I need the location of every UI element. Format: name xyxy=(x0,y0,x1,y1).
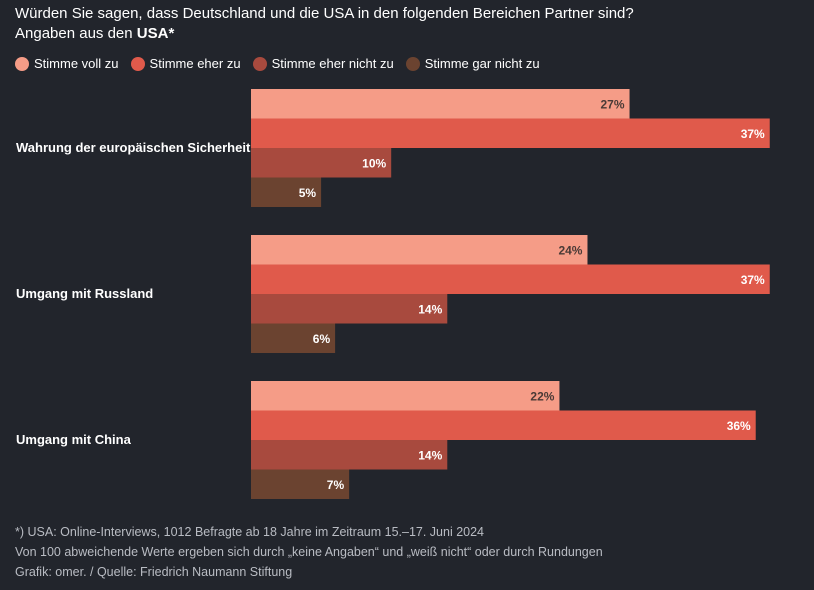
bar xyxy=(251,264,770,294)
legend-label: Stimme eher nicht zu xyxy=(271,56,394,71)
legend-item-eher: Stimme eher zu xyxy=(130,56,241,71)
footer: *) USA: Online-Interviews, 1012 Befragte… xyxy=(15,522,603,582)
category-label: Umgang mit Russland xyxy=(16,286,153,301)
legend-swatch xyxy=(405,56,420,71)
data-label: 14% xyxy=(418,448,442,462)
data-label: 7% xyxy=(327,478,345,492)
legend-item-gar-nicht: Stimme gar nicht zu xyxy=(405,56,540,71)
bar xyxy=(251,177,322,207)
bar xyxy=(251,381,560,411)
bar xyxy=(251,294,448,324)
bar xyxy=(251,148,392,178)
data-label: 36% xyxy=(727,419,751,433)
data-label: 37% xyxy=(741,273,765,287)
bar xyxy=(251,323,336,353)
data-label: 14% xyxy=(418,302,442,316)
bar xyxy=(251,89,630,119)
legend-swatch xyxy=(130,56,145,71)
data-label: 37% xyxy=(741,127,765,141)
chart-title: Würden Sie sagen, dass Deutschland und d… xyxy=(15,4,634,44)
bar xyxy=(251,469,350,499)
bar xyxy=(251,410,756,440)
footnote: *) USA: Online-Interviews, 1012 Befragte… xyxy=(15,525,485,539)
data-label: 22% xyxy=(530,389,554,403)
data-label: 24% xyxy=(558,243,582,257)
title-line-2: Angaben aus den USA* xyxy=(15,24,634,44)
legend-label: Stimme gar nicht zu xyxy=(424,56,540,71)
source-credit: Grafik: omer. / Quelle: Friedrich Nauman… xyxy=(15,565,293,579)
title-bold: USA* xyxy=(136,25,175,42)
legend-item-voll: Stimme voll zu xyxy=(15,56,119,71)
category-label: Umgang mit China xyxy=(16,432,132,447)
legend-label: Stimme eher zu xyxy=(149,56,241,71)
legend-label: Stimme voll zu xyxy=(34,56,119,71)
data-label: 27% xyxy=(601,97,625,111)
legend-swatch xyxy=(252,56,267,71)
bar xyxy=(251,118,770,148)
legend: Stimme voll zu Stimme eher zu Stimme ehe… xyxy=(15,56,540,71)
legend-swatch xyxy=(15,56,29,71)
bar xyxy=(251,235,588,265)
rounding-note: Von 100 abweichende Werte ergeben sich d… xyxy=(15,545,603,559)
legend-item-eher-nicht: Stimme eher nicht zu xyxy=(252,56,394,71)
title-prefix: Angaben aus den xyxy=(15,25,137,42)
data-label: 6% xyxy=(313,332,331,346)
bar xyxy=(251,440,448,470)
data-label: 5% xyxy=(299,186,317,200)
category-label: Wahrung der europäischen Sicherheit xyxy=(16,140,251,155)
data-label: 10% xyxy=(362,156,386,170)
title-line-1: Würden Sie sagen, dass Deutschland und d… xyxy=(15,5,634,22)
bar-chart: Wahrung der europäischen Sicherheit 27% 37… xyxy=(16,89,770,499)
